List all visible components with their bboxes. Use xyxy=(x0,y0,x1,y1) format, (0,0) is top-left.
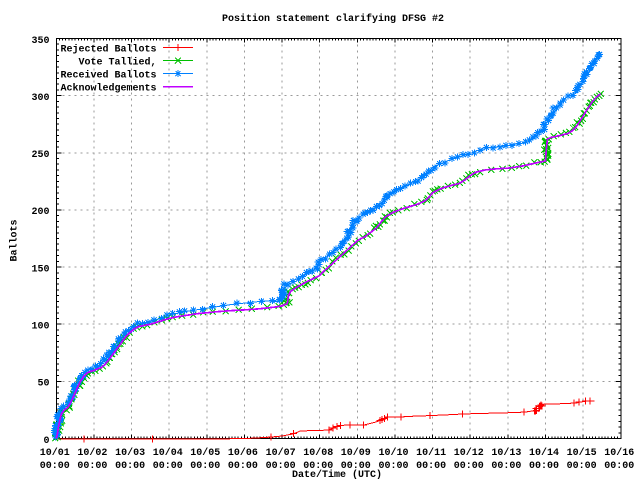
svg-text:10/09: 10/09 xyxy=(341,447,371,459)
svg-text:00:00: 00:00 xyxy=(115,461,145,472)
svg-text:10/15: 10/15 xyxy=(567,447,597,459)
svg-text:00:00: 00:00 xyxy=(491,461,521,472)
svg-text:00:00: 00:00 xyxy=(190,461,220,472)
svg-text:150: 150 xyxy=(31,264,49,275)
svg-text:Date/Time (UTC): Date/Time (UTC) xyxy=(292,469,382,480)
svg-text:10/11: 10/11 xyxy=(416,447,446,459)
svg-text:Position statement clarifying: Position statement clarifying DFSG #2 xyxy=(222,13,444,25)
svg-text:00:00: 00:00 xyxy=(266,461,296,472)
svg-text:10/14: 10/14 xyxy=(529,447,559,459)
svg-text:350: 350 xyxy=(31,36,49,47)
svg-text:10/06: 10/06 xyxy=(228,447,258,459)
svg-text:300: 300 xyxy=(31,93,49,104)
svg-text:0: 0 xyxy=(43,436,49,447)
svg-text:Vote Tallied,: Vote Tallied, xyxy=(78,56,156,68)
svg-text:10/04: 10/04 xyxy=(153,447,183,459)
svg-text:00:00: 00:00 xyxy=(77,461,107,472)
svg-text:10/13: 10/13 xyxy=(491,447,521,459)
svg-text:100: 100 xyxy=(31,322,49,333)
svg-text:10/10: 10/10 xyxy=(378,447,408,459)
svg-text:Ballots: Ballots xyxy=(9,219,21,261)
svg-text:10/16: 10/16 xyxy=(604,447,634,459)
svg-text:00:00: 00:00 xyxy=(454,461,484,472)
svg-text:Received Ballots: Received Ballots xyxy=(60,69,156,81)
svg-text:10/08: 10/08 xyxy=(303,447,333,459)
svg-text:00:00: 00:00 xyxy=(567,461,597,472)
svg-text:10/07: 10/07 xyxy=(266,447,296,459)
svg-text:10/05: 10/05 xyxy=(190,447,220,459)
svg-text:00:00: 00:00 xyxy=(604,461,634,472)
svg-text:00:00: 00:00 xyxy=(40,461,70,472)
svg-text:10/03: 10/03 xyxy=(115,447,145,459)
svg-text:00:00: 00:00 xyxy=(378,461,408,472)
svg-text:00:00: 00:00 xyxy=(303,461,333,472)
svg-text:200: 200 xyxy=(31,207,49,218)
svg-text:00:00: 00:00 xyxy=(153,461,183,472)
svg-text:00:00: 00:00 xyxy=(228,461,258,472)
svg-text:10/01: 10/01 xyxy=(40,447,70,459)
svg-text:Rejected Ballots: Rejected Ballots xyxy=(60,43,156,55)
svg-text:00:00: 00:00 xyxy=(341,461,371,472)
svg-text:00:00: 00:00 xyxy=(416,461,446,472)
svg-text:50: 50 xyxy=(37,379,49,390)
svg-text:250: 250 xyxy=(31,150,49,161)
svg-text:00:00: 00:00 xyxy=(529,461,559,472)
svg-text:10/02: 10/02 xyxy=(77,447,107,459)
svg-text:Acknowledgements: Acknowledgements xyxy=(60,82,156,94)
svg-text:10/12: 10/12 xyxy=(454,447,484,459)
